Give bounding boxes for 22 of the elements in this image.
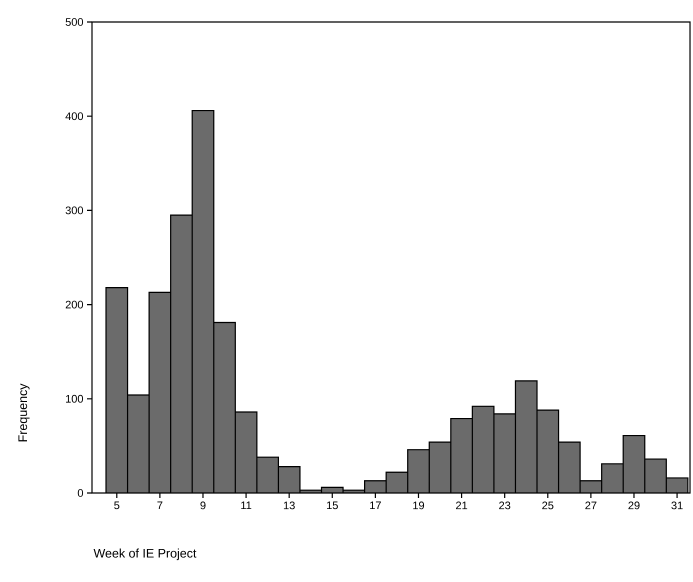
x-tick-label: 5 (114, 502, 120, 510)
x-tick-label: 15 (327, 502, 338, 510)
x-tick-label: 17 (370, 502, 381, 510)
x-tick-label: 19 (413, 502, 424, 510)
y-tick-label: 100 (66, 394, 84, 403)
x-tick-label: 13 (284, 502, 295, 510)
x-tick-label: 21 (456, 502, 468, 510)
x-tick-label: 11 (241, 502, 252, 510)
x-tick-label: 9 (200, 502, 206, 510)
y-tick-label: 200 (66, 300, 84, 308)
x-tick-label: 27 (585, 502, 596, 510)
y-tick-label: 400 (65, 112, 84, 120)
y-tick-label: 300 (66, 206, 84, 214)
x-tick-label: 23 (499, 502, 510, 510)
x-tick-label: 25 (542, 502, 554, 510)
y-tick-label: 500 (66, 18, 84, 26)
x-tick-label: 7 (157, 502, 162, 510)
x-tick-label: 31 (671, 502, 683, 510)
y-axis-title: Frequency (18, 384, 30, 442)
x-axis-title: Week of IE Project (94, 548, 196, 560)
x-tick-label: 29 (628, 502, 640, 510)
y-tick-label: 0 (78, 489, 84, 497)
